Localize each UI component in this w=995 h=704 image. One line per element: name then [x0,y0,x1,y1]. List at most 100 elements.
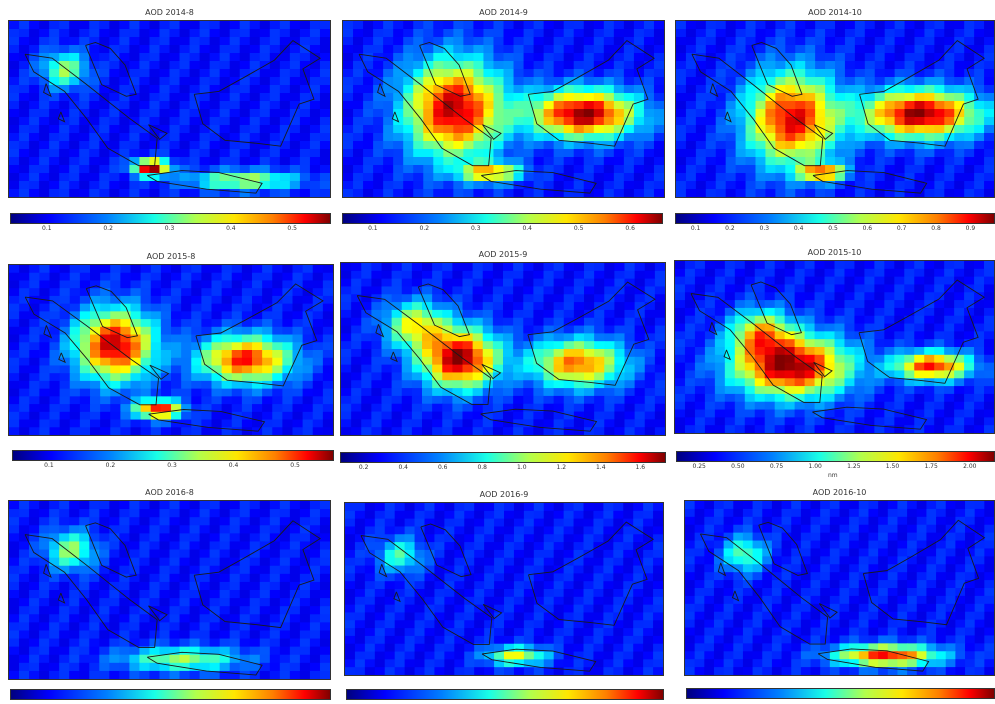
aod-cell [341,263,352,272]
aod-cell [309,125,321,134]
aod-cell [403,149,414,158]
aod-cell [319,165,330,174]
aod-cell [29,501,40,510]
aod-cell [259,630,271,640]
aod-cell [904,77,916,86]
aod-cell [593,69,605,78]
aod-cell [725,173,737,182]
aod-cell [944,117,955,126]
aod-cell [49,141,60,150]
aod-cell [69,404,81,413]
aod-cell [825,37,836,46]
aod-cell [714,284,726,293]
aod-cell [472,317,484,327]
aod-cell [854,149,866,158]
aod-cell [9,565,20,575]
aod-cell [140,326,152,336]
aod-cell [433,61,444,70]
aod-cell [613,69,625,78]
aod-cell [119,21,130,30]
aod-cell [984,401,994,411]
aod-cell [59,622,70,632]
aod-cell [353,45,364,54]
aod-cell [944,69,955,78]
aod-cell [654,309,665,319]
aod-cell [269,638,281,648]
aod-cell [685,133,697,142]
colorbar-tick-label: 0.6 [862,225,873,232]
aod-cell [705,133,717,142]
aod-cell [634,419,646,428]
aod-cell [179,165,191,174]
aod-cell [815,109,826,118]
colorbar-tick-label: 0.50 [731,463,745,470]
aod-cell [654,294,665,303]
aod-cell [503,395,514,405]
aod-cell [483,37,495,46]
aod-cell [229,173,241,182]
aod-cell [593,93,605,102]
aod-cell [49,181,60,190]
aod-cell [774,409,786,418]
aod-cell [924,29,935,38]
aod-cell [825,101,836,110]
aod-cell [299,557,311,567]
coastline [58,352,66,364]
aod-cell [299,549,311,559]
aod-cell [765,101,776,110]
aod-cell [353,37,364,46]
aod-cell [69,606,80,615]
aod-cell [259,549,271,559]
aod-cell [129,525,141,534]
aod-cell [383,181,394,190]
aod-cell [864,93,876,102]
aod-cell [209,141,221,150]
aod-cell [553,53,565,62]
aod-cell [29,93,40,102]
aod-cell [90,265,101,274]
aod-cell [189,165,201,174]
aod-cell [100,357,111,367]
aod-cell [934,93,945,102]
aod-cell [623,117,635,126]
aod-cell [361,380,372,389]
aod-cell [794,347,806,356]
aod-cell [433,53,444,62]
aod-cell [493,69,505,78]
aod-cell [381,278,393,288]
aod-cell [201,303,213,312]
aod-cell [219,606,231,615]
aod-cell [49,29,60,38]
aod-cell [676,69,687,78]
aod-cell [472,286,484,295]
aod-cell [964,307,975,317]
aod-cell [149,61,161,70]
aod-cell [100,334,111,343]
aod-cell [211,295,223,305]
aod-cell [604,427,615,435]
panel-aod-2014-9: AOD 2014-9 0.1 0.2 0.3 0.4 0.5 0.6 [342,6,665,238]
aod-cell [694,339,706,348]
aod-cell [309,93,321,102]
aod-cell [292,388,304,397]
aod-cell [109,21,120,30]
aod-cell [563,141,575,150]
aod-cell [269,45,281,54]
aod-cell [189,37,201,46]
aod-cell [874,339,885,348]
aod-cell [563,125,575,134]
aod-cell [675,276,686,286]
aod-cell [171,319,182,328]
aod-cell [89,69,100,78]
aod-cell [309,77,321,86]
aod-cell [371,372,383,381]
aod-cell [533,77,545,86]
aod-cell [724,386,736,395]
aod-cell [944,77,955,86]
aod-cell [189,614,201,623]
aod-cell [149,525,161,534]
aod-cell [452,419,464,428]
aod-cell [744,425,756,433]
aod-cell [99,101,110,110]
aod-cell [343,181,354,190]
